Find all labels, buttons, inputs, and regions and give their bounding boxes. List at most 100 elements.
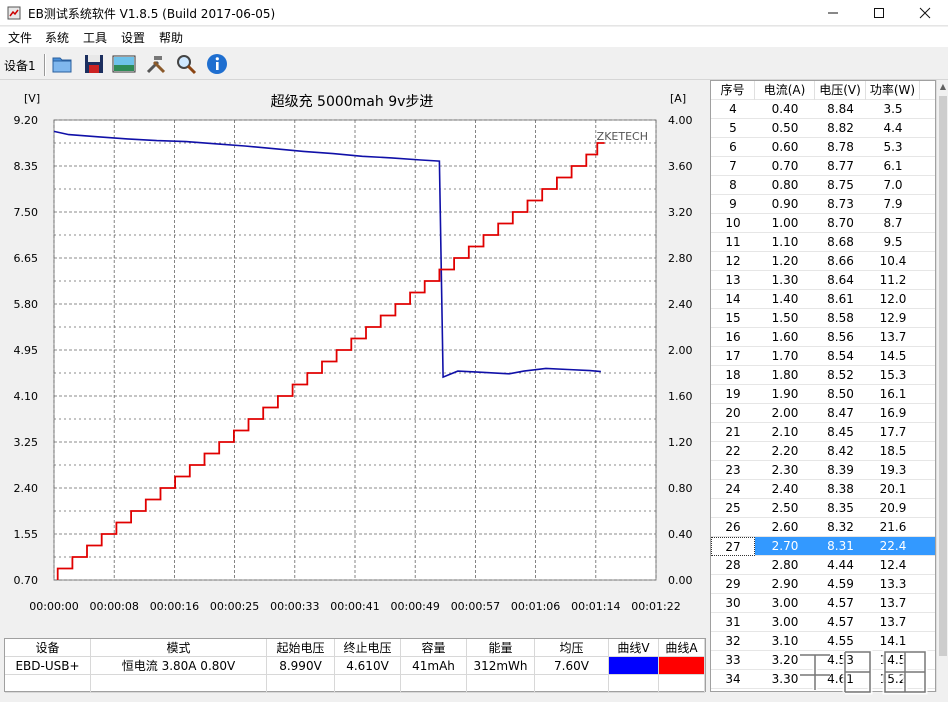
tab-device-1[interactable]: 设备1 [4, 59, 36, 73]
table-row[interactable]: 7 0.70 8.77 6.1 [711, 157, 935, 176]
menu-help[interactable]: 帮助 [159, 31, 184, 45]
chart-series [53, 130, 605, 580]
watermark-logo [800, 649, 928, 695]
cell-current: 3.30 [771, 672, 799, 686]
cell-current: 2.30 [771, 463, 799, 477]
x-tick-label: 00:00:00 [29, 600, 78, 613]
cell-current: 0.60 [771, 140, 799, 154]
table-row[interactable]: 28 2.80 4.44 12.4 [711, 556, 935, 575]
tools-icon[interactable] [144, 52, 168, 76]
table-row[interactable]: 27 2.70 8.31 22.4 [711, 537, 935, 556]
info-icon[interactable] [205, 52, 229, 76]
table-row[interactable]: 21 2.10 8.45 17.7 [711, 423, 935, 442]
table-row[interactable]: 24 2.40 8.38 20.1 [711, 480, 935, 499]
save-disk-icon[interactable] [82, 52, 106, 76]
cell-voltage: 8.77 [827, 159, 854, 173]
right-tick-label: 3.20 [668, 206, 693, 219]
cell-current: 1.20 [771, 254, 799, 268]
table-row[interactable]: 23 2.30 8.39 19.3 [711, 461, 935, 480]
open-folder-icon[interactable] [50, 52, 74, 76]
table-row[interactable]: 5 0.50 8.82 4.4 [711, 119, 935, 138]
data-table[interactable]: 序号 电流(A) 电压(V) 功率(W) 4 0.40 8.84 3.5 5 0.50 8.… [710, 80, 936, 692]
maximize-button[interactable] [856, 0, 902, 26]
x-tick-label: 00:01:14 [571, 600, 620, 613]
cell-voltage: 8.32 [827, 520, 854, 534]
cell-power: 18.5 [879, 444, 907, 458]
cell-power: 16.1 [879, 387, 907, 401]
scroll-thumb[interactable] [939, 96, 947, 656]
title-bar: EB测试系统软件 V1.8.5 (Build 2017-06-05) [0, 0, 948, 26]
cell-power: 19.3 [879, 463, 907, 477]
cell-index: 12 [725, 254, 741, 268]
table-row[interactable]: 15 1.50 8.58 12.9 [711, 309, 935, 328]
cell-index: 21 [725, 425, 741, 439]
table-row[interactable]: 25 2.50 8.35 20.9 [711, 499, 935, 518]
summary-device: EBD-USB+ [5, 657, 91, 675]
summary-empty-cell [467, 675, 535, 693]
cell-current: 2.00 [771, 406, 799, 420]
menu-file[interactable]: 文件 [8, 31, 33, 45]
cell-index: 20 [725, 406, 741, 420]
table-row[interactable]: 10 1.00 8.70 8.7 [711, 214, 935, 233]
curve-a-color-swatch[interactable] [659, 657, 705, 675]
menu-tools[interactable]: 工具 [83, 31, 108, 45]
summary-empty-cell [267, 675, 335, 693]
table-row[interactable]: 29 2.90 4.59 13.3 [711, 575, 935, 594]
x-tick-label: 00:00:16 [150, 600, 199, 613]
table-row[interactable]: 18 1.80 8.52 15.3 [711, 366, 935, 385]
minimize-button[interactable] [810, 0, 856, 26]
x-tick-label: 00:01:06 [511, 600, 560, 613]
table-row[interactable]: 12 1.20 8.66 10.4 [711, 252, 935, 271]
table-row[interactable]: 9 0.90 8.73 7.9 [711, 195, 935, 214]
summary-header-mode: 模式 [91, 639, 267, 657]
cell-power: 5.3 [883, 140, 903, 154]
header-current[interactable]: 电流(A) [755, 81, 815, 100]
menu-system[interactable]: 系统 [45, 31, 70, 45]
cell-current: 1.80 [771, 368, 799, 382]
table-row[interactable]: 6 0.60 8.78 5.3 [711, 138, 935, 157]
summary-header-avg-voltage: 均压 [535, 639, 609, 657]
table-row[interactable]: 11 1.10 8.68 9.5 [711, 233, 935, 252]
table-row[interactable]: 31 3.00 4.57 13.7 [711, 613, 935, 632]
table-row[interactable]: 30 3.00 4.57 13.7 [711, 594, 935, 613]
table-scrollbar[interactable]: ▲ [936, 80, 948, 692]
menu-settings[interactable]: 设置 [121, 31, 146, 45]
table-row[interactable]: 26 2.60 8.32 21.6 [711, 518, 935, 537]
summary-start-voltage: 8.990V [267, 657, 335, 675]
cell-index: 22 [725, 444, 741, 458]
cell-voltage: 8.31 [827, 539, 854, 553]
left-tick-label: 2.40 [14, 482, 39, 495]
header-power[interactable]: 功率(W) [866, 81, 920, 100]
table-row[interactable]: 16 1.60 8.56 13.7 [711, 328, 935, 347]
chart-picture-icon[interactable] [112, 52, 136, 76]
cell-current: 2.70 [771, 539, 799, 553]
table-row[interactable]: 14 1.40 8.61 12.0 [711, 290, 935, 309]
chart-grid [53, 119, 657, 581]
table-row[interactable]: 4 0.40 8.84 3.5 [711, 100, 935, 119]
summary-header-curve-a: 曲线A [659, 639, 705, 657]
header-voltage[interactable]: 电压(V) [815, 81, 866, 100]
right-tick-label: 2.00 [668, 344, 693, 357]
table-row[interactable]: 19 1.90 8.50 16.1 [711, 385, 935, 404]
table-row[interactable]: 22 2.20 8.42 18.5 [711, 442, 935, 461]
cell-power: 12.9 [879, 311, 907, 325]
cell-voltage: 4.59 [827, 577, 854, 591]
cell-voltage: 8.84 [827, 102, 854, 116]
header-index[interactable]: 序号 [711, 81, 755, 100]
cell-power: 12.4 [879, 558, 907, 572]
curve-v-color-swatch[interactable] [609, 657, 659, 675]
cell-power: 17.7 [879, 425, 907, 439]
summary-header-device: 设备 [5, 639, 91, 657]
table-row[interactable]: 34 3.30 4.61 15.2 [711, 670, 935, 689]
table-row[interactable]: 13 1.30 8.64 11.2 [711, 271, 935, 290]
scroll-up-icon[interactable]: ▲ [939, 82, 947, 91]
table-row[interactable]: 17 1.70 8.54 14.5 [711, 347, 935, 366]
cell-power: 7.9 [883, 197, 903, 211]
table-row[interactable]: 20 2.00 8.47 16.9 [711, 404, 935, 423]
table-row[interactable]: 32 3.10 4.55 14.1 [711, 632, 935, 651]
cell-power: 13.7 [879, 330, 907, 344]
cell-current: 3.00 [771, 596, 799, 610]
search-icon[interactable] [174, 52, 198, 76]
close-button[interactable] [902, 0, 948, 26]
table-row[interactable]: 8 0.80 8.75 7.0 [711, 176, 935, 195]
